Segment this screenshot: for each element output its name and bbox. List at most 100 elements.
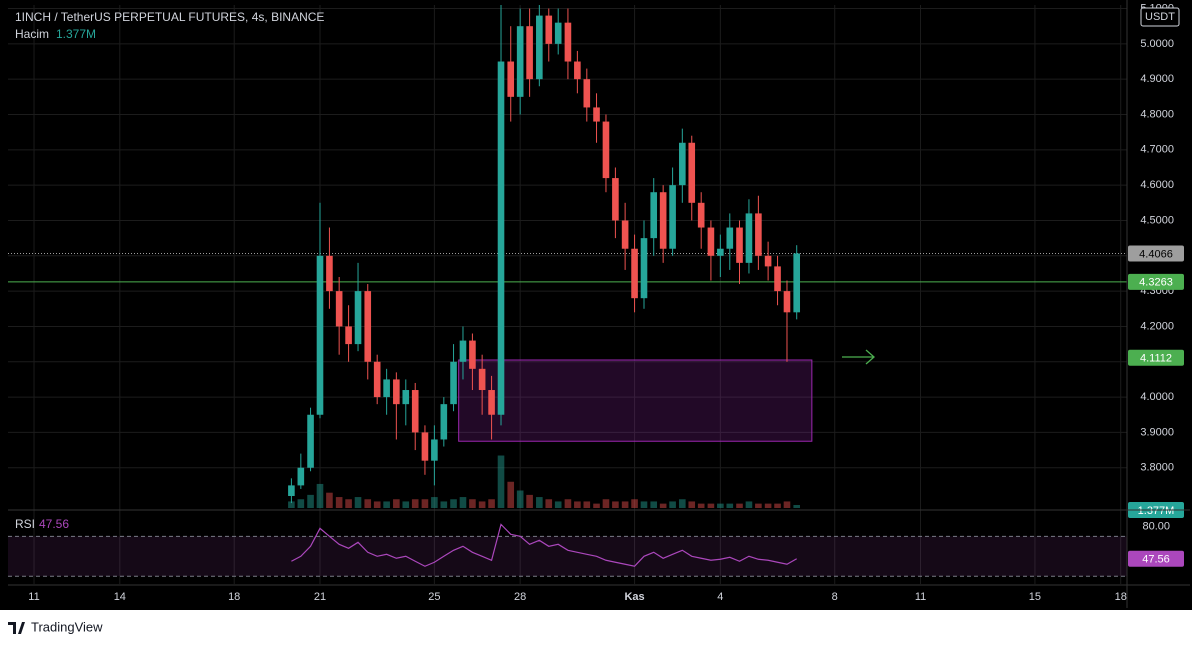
title: 1INCH / TetherUS PERPETUAL FUTURES, 4s, … [15, 10, 324, 24]
volume-bar [507, 481, 515, 508]
volume-bar [383, 501, 390, 508]
currency: USDT [1145, 11, 1175, 23]
candle-body [297, 467, 305, 486]
volume-bar [440, 501, 448, 508]
x-tick-label: 18 [228, 591, 240, 603]
candle-body [469, 340, 476, 369]
volume-bar [793, 504, 801, 508]
volume-bar [659, 503, 667, 508]
price-badge-label: 1.377M [1138, 505, 1175, 517]
volume-bar [736, 503, 743, 508]
candle-body [288, 485, 295, 496]
volume-bar [545, 499, 553, 508]
y-tick-label: 4.9000 [1140, 73, 1174, 85]
y-tick-label: 4.5000 [1140, 214, 1174, 226]
volume-bar [717, 503, 724, 508]
candle-body [783, 291, 791, 313]
volume-bar [764, 503, 772, 508]
candle-body [459, 340, 467, 362]
candle-body [354, 291, 362, 345]
candle-body [631, 248, 638, 299]
volume-bar [411, 499, 419, 508]
x-tick-label: 15 [1029, 591, 1041, 603]
candle-body [745, 213, 753, 263]
zone [458, 359, 813, 442]
candle-body [411, 390, 419, 433]
x-tick-label: 11 [915, 591, 926, 603]
arrow [842, 349, 875, 365]
candle-body [593, 107, 600, 122]
candle-body [421, 432, 429, 461]
x-tick-label: 28 [514, 591, 526, 603]
price-badge [1128, 273, 1184, 290]
candle-body [536, 15, 543, 80]
candle-body [316, 255, 324, 415]
candle-body [383, 379, 390, 398]
y-tick-label: 4.8000 [1140, 108, 1174, 120]
candle-body [497, 61, 505, 415]
volume-bar [640, 501, 648, 508]
volume-bar [393, 499, 400, 508]
volume-bar [459, 497, 467, 508]
candle-body [697, 202, 705, 228]
volume-bar [669, 501, 676, 508]
price-badge [1128, 245, 1184, 262]
candle-body [450, 361, 457, 405]
volume-bar [307, 494, 314, 508]
volume-bar [288, 501, 295, 508]
volume-bar [707, 503, 715, 508]
candle-body [307, 414, 314, 468]
candle-body [583, 79, 591, 108]
logo [8, 622, 25, 634]
candle-body [440, 404, 448, 440]
candle-body [402, 390, 410, 405]
candle-body [774, 266, 781, 292]
volume-legend-value: 1.377M [56, 27, 96, 41]
x-tick-label: 11 [28, 591, 39, 603]
volume-bar [745, 501, 753, 508]
volume-legend: Hacim [15, 27, 49, 41]
volume-bar [478, 501, 486, 508]
volume-bar [326, 492, 333, 508]
rsi-line [291, 523, 798, 567]
volume-bar [631, 499, 638, 508]
candle-body [755, 213, 762, 256]
volume-bar [497, 455, 505, 508]
x-tick-label: 18 [1115, 591, 1127, 603]
rsi-legend-value: 47.56 [39, 517, 69, 531]
x-tick-label: 4 [717, 591, 723, 603]
volume-bar [469, 499, 476, 508]
volume-bar [602, 499, 610, 508]
candle-body [669, 185, 676, 249]
candle-body [602, 121, 610, 179]
price-badge-label: 47.56 [1142, 554, 1170, 566]
candle-body [478, 368, 486, 391]
volume-bar [354, 497, 362, 508]
volume-bar [373, 501, 381, 508]
y-tick-label: 4.2000 [1140, 320, 1174, 332]
volume-bar [345, 499, 352, 508]
price-badge-label: 4.4066 [1139, 248, 1173, 260]
volume-bar [583, 501, 591, 508]
y-tick-label: 3.8000 [1140, 462, 1174, 474]
rsi-legend: RSI [15, 517, 35, 531]
candle-body [574, 61, 581, 80]
rsi-tick-label: 80.00 [1142, 520, 1170, 532]
volume-bar [526, 494, 533, 508]
volume-bar [679, 499, 686, 508]
candle-body [545, 15, 553, 44]
volume-bar [697, 503, 705, 508]
candle-body [393, 379, 400, 405]
x-tick-label: Kas [624, 591, 644, 603]
volume-bar [431, 497, 438, 508]
x-tick-label: 21 [314, 591, 326, 603]
price-badge-label: 4.3263 [1139, 277, 1173, 289]
volume-bar [574, 501, 581, 508]
volume-bar [554, 501, 562, 508]
y-tick-label: 3.9000 [1140, 426, 1174, 438]
volume-bar [688, 501, 696, 508]
rsi-band-fill [8, 536, 1127, 577]
volume-bar [316, 483, 324, 508]
candle-body [345, 326, 352, 345]
